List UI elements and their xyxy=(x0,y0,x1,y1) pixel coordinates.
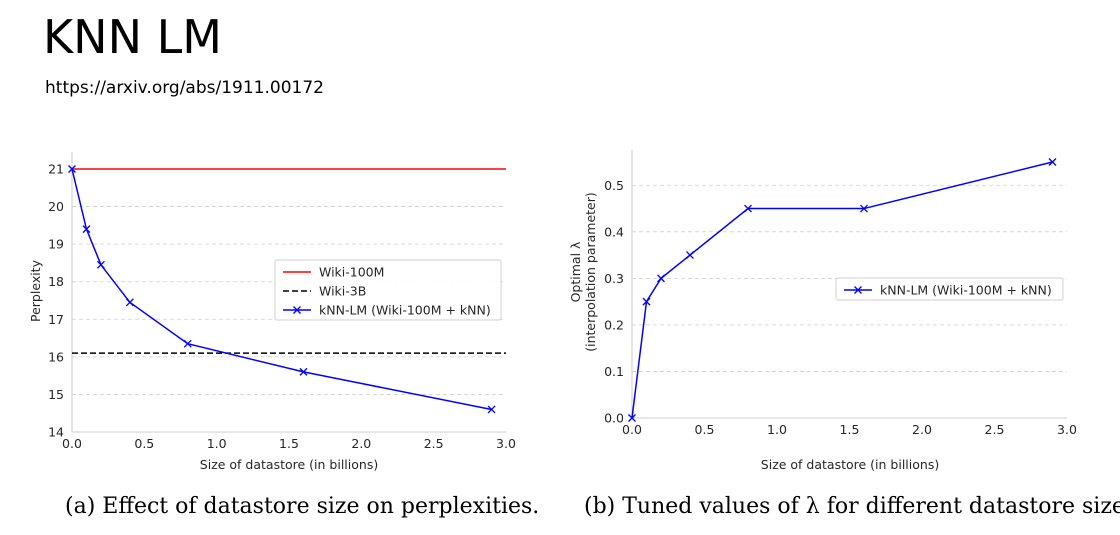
chart-b-ytick-label: 0.1 xyxy=(604,364,624,379)
page-title: KNN LM xyxy=(43,10,222,64)
chart-a-legend-label: kNN-LM (Wiki-100M + kNN) xyxy=(319,303,491,318)
chart-b-ticks: 0.0 0.1 0.2 0.3 0.4 0.5 0.0 0.5 1.0 1.5 2.0 2.5 3.0 xyxy=(604,178,1077,437)
chart-a-xtick-label: 2.5 xyxy=(424,436,444,451)
chart-b-ytick-label: 0.4 xyxy=(604,224,624,239)
chart-a-ytick-label: 16 xyxy=(48,349,64,364)
chart-b-data-point xyxy=(1048,158,1057,166)
chart-b-xtick-label: 2.5 xyxy=(985,422,1005,437)
chart-b-xlabel: Size of datastore (in billions) xyxy=(761,457,939,472)
chart-a-data-point xyxy=(487,405,496,414)
chart-b-data-point xyxy=(628,414,636,422)
chart-b-data-point xyxy=(642,297,651,306)
chart-a-data-point xyxy=(68,165,76,173)
chart-b-axes xyxy=(631,150,1067,419)
chart-a-ytick-label: 20 xyxy=(48,199,64,214)
chart-a-ytick-label: 19 xyxy=(48,237,64,252)
chart-b-xtick-label: 3.0 xyxy=(1057,422,1077,437)
chart-a-axis-labels: Size of datastore (in billions) Perplexi… xyxy=(28,259,378,472)
chart-a-legend-label: Wiki-100M xyxy=(319,265,384,280)
chart-a-xtick-label: 1.5 xyxy=(279,436,299,451)
chart-a-xtick-label: 3.0 xyxy=(496,436,516,451)
chart-b-legend-box xyxy=(835,277,1064,301)
chart-a-ytick-label: 18 xyxy=(48,274,64,289)
chart-a-xtick-label: 0.5 xyxy=(134,436,154,451)
chart-b-axis-labels: Size of datastore (in billions) Optimal … xyxy=(568,192,939,472)
chart-a-data-point xyxy=(96,260,105,269)
chart-b-ylabel-2: (interpolation parameter) xyxy=(583,192,598,352)
chart-a-xtick-label: 1.0 xyxy=(207,436,227,451)
chart-b-xtick-label: 1.0 xyxy=(767,422,787,437)
chart-b-series xyxy=(628,158,1057,422)
chart-b-ytick-label: 0.5 xyxy=(604,178,624,193)
chart-a-ytick-label: 17 xyxy=(48,312,64,327)
chart-b-xtick-label: 2.0 xyxy=(912,422,932,437)
chart-b-ytick-label: 0.0 xyxy=(604,411,624,426)
chart-a-xtick-label: 2.0 xyxy=(351,436,371,451)
chart-a-data-point xyxy=(82,225,91,234)
chart-a-data-point xyxy=(299,367,308,376)
chart-a-data-point xyxy=(125,298,134,307)
chart-a-data-point xyxy=(183,339,192,348)
chart-a-legend-box xyxy=(274,259,502,321)
chart-a-legend: Wiki-100M Wiki-3B kNN-LM (Wiki-100M + kNN) xyxy=(274,259,502,321)
chart-b-xtick-label: 1.5 xyxy=(840,422,860,437)
chart-b-legend: kNN-LM (Wiki-100M + kNN) xyxy=(835,277,1064,301)
chart-a-ytick-label: 15 xyxy=(48,387,64,402)
chart-b-xtick-label: 0.0 xyxy=(622,422,642,437)
chart-b-caption: (b) Tuned values of λ for different data… xyxy=(584,494,1120,519)
chart-a-series xyxy=(68,165,506,414)
chart-b-ylabel: Optimal λ xyxy=(568,241,583,302)
chart-b-data-point xyxy=(686,251,694,260)
chart-b-xtick-label: 0.5 xyxy=(695,422,715,437)
chart-b-data-point xyxy=(657,274,665,283)
chart-a-ylabel: Perplexity xyxy=(28,259,43,322)
chart-a-axes xyxy=(71,152,506,433)
paper-url: https://arxiv.org/abs/1911.00172 xyxy=(45,78,324,98)
chart-a-xlabel: Size of datastore (in billions) xyxy=(200,457,378,472)
chart-b-data-point xyxy=(744,204,752,213)
chart-a-ytick-label: 14 xyxy=(48,425,64,440)
chart-a-xtick-label: 0.0 xyxy=(62,436,82,451)
chart-a-legend-label: Wiki-3B xyxy=(319,284,366,299)
chart-b-data-point xyxy=(860,204,868,213)
chart-a-ytick-label: 21 xyxy=(48,162,64,177)
chart-a-caption: (a) Effect of datastore size on perplexi… xyxy=(65,494,540,519)
chart-a-ticks: 14 15 16 17 18 19 20 21 0.0 0.5 1.0 1.5 2.0 2.5 3.0 xyxy=(48,162,516,452)
chart-b-legend-label: kNN-LM (Wiki-100M + kNN) xyxy=(880,283,1052,298)
chart-b-ytick-label: 0.3 xyxy=(604,271,624,286)
chart-b-ytick-label: 0.2 xyxy=(604,317,624,332)
